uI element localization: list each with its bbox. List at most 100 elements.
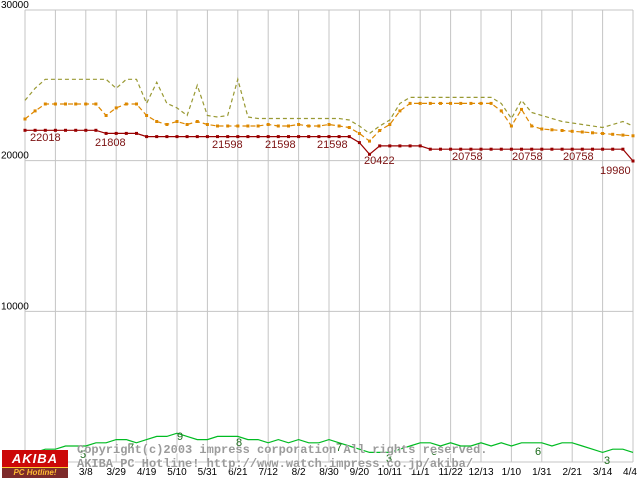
price-label: 20422: [364, 155, 395, 167]
lowest-price-line-marker: [124, 131, 128, 135]
price-label: 19980: [600, 165, 631, 177]
lowest-price-line-marker: [64, 128, 67, 132]
average-price-line-marker: [520, 107, 523, 111]
average-price-line-marker: [64, 102, 67, 106]
price-label: 20758: [563, 151, 594, 163]
average-price-line-marker: [327, 123, 331, 126]
lowest-price-line-marker: [317, 135, 321, 139]
copyright-text: Copyright(c)2003 impress corporation All…: [77, 443, 488, 457]
x-axis-label: 1/10: [502, 467, 522, 478]
lowest-price-line-marker: [479, 147, 483, 151]
x-axis-label: 4/19: [137, 467, 157, 478]
average-price-line-marker: [256, 124, 260, 128]
lowest-price-line-marker: [611, 147, 615, 151]
x-axis-label: 6/21: [228, 467, 248, 478]
average-price-line-marker: [246, 124, 250, 128]
average-price-line-marker: [94, 102, 98, 106]
average-price-line-marker: [165, 123, 169, 126]
average-price-line-marker: [337, 124, 341, 128]
average-price-line-marker: [135, 102, 138, 106]
price-label: 21598: [265, 139, 296, 151]
lowest-price-line-marker: [408, 144, 412, 148]
average-price-line-marker: [479, 101, 483, 105]
average-price-line-marker: [104, 114, 108, 117]
average-price-line-marker: [621, 133, 625, 137]
lowest-price-line-marker: [398, 144, 402, 148]
lowest-price-line-marker: [560, 147, 564, 151]
lowest-price-line-marker: [216, 135, 219, 139]
x-axis-label: 4/4: [623, 467, 637, 478]
average-price-line-marker: [398, 109, 402, 113]
price-label: 21598: [317, 139, 348, 151]
lowest-price-line-marker: [327, 135, 331, 139]
x-axis-label: 8/2: [292, 467, 306, 478]
lowest-price-line-marker: [368, 152, 371, 156]
x-axis-label: 7/12: [258, 467, 278, 478]
lowest-price-line-marker: [175, 135, 179, 139]
average-price-line-marker: [145, 114, 149, 117]
lowest-price-line-marker: [631, 159, 635, 163]
average-price-line-marker: [489, 101, 493, 105]
average-price-line-marker: [195, 120, 199, 123]
average-price-line-marker: [418, 101, 422, 105]
average-price-line-marker: [307, 124, 311, 128]
price-label: 21808: [95, 137, 126, 149]
lowest-price-line-marker: [489, 147, 493, 151]
lowest-price-line-marker: [246, 135, 250, 139]
average-price-line-marker: [347, 126, 351, 129]
x-axis-label: 9/20: [350, 467, 370, 478]
lowest-price-line-marker: [205, 135, 209, 139]
x-axis-label: 5/31: [198, 467, 218, 478]
x-axis-label: 8/30: [319, 467, 339, 478]
lowest-price-line-marker: [94, 128, 98, 132]
lowest-price-line-marker: [347, 135, 351, 139]
average-price-line-marker: [357, 132, 361, 135]
lowest-price-line-marker: [287, 135, 290, 139]
lowest-price-line-marker: [540, 147, 544, 151]
average-price-line-marker: [205, 123, 209, 126]
average-price-line-marker: [378, 129, 382, 132]
x-axis-label: 11/1: [411, 467, 430, 478]
lowest-price-line-marker: [499, 147, 503, 151]
lowest-price-line-marker: [74, 128, 78, 132]
price-label: 20758: [512, 151, 543, 163]
average-price-line-marker: [317, 124, 321, 128]
shop-count-label: 5: [80, 449, 86, 461]
average-price-line-marker: [226, 124, 230, 128]
average-price-line-marker: [499, 109, 503, 113]
average-price-line-marker: [33, 109, 37, 113]
x-axis-label: 12/13: [468, 467, 493, 478]
average-price-line-marker: [540, 127, 544, 131]
akiba-pc-hotline-logo: AKIBA PC Hotline!: [2, 450, 68, 478]
lowest-price-line-marker: [297, 135, 301, 139]
average-price-line-marker: [428, 101, 432, 105]
x-axis-label: 5/10: [167, 467, 187, 478]
lowest-price-line-marker: [256, 135, 260, 139]
x-axis-label: 3/29: [106, 467, 126, 478]
x-axis-label: 10/11: [378, 467, 403, 478]
shop-count-label: 3: [604, 455, 610, 467]
average-price-line-marker: [509, 124, 513, 128]
average-price-line-marker: [560, 129, 564, 132]
average-price-line-marker: [236, 124, 240, 128]
y-axis-label: 30000: [1, 0, 29, 11]
lowest-price-line-marker: [104, 131, 108, 135]
lowest-price-line-marker: [570, 147, 574, 151]
lowest-price-line-marker: [114, 131, 118, 135]
logo-akiba-label: AKIBA: [2, 450, 68, 468]
lowest-price-line-marker: [276, 135, 280, 139]
lowest-price-line-marker: [135, 131, 138, 135]
lowest-price-line-marker: [337, 135, 341, 139]
lowest-price-line-marker: [530, 147, 534, 151]
price-label: 20758: [452, 151, 483, 163]
average-price-line-marker: [23, 117, 27, 121]
average-price-line-marker: [124, 102, 128, 106]
x-axis-label: 1/31: [532, 467, 552, 478]
average-price-line-marker: [53, 102, 57, 106]
average-price-line-marker: [74, 102, 78, 106]
average-price-line-marker: [216, 124, 219, 128]
x-axis-label: 2/21: [562, 467, 582, 478]
average-price-line-marker: [611, 132, 615, 136]
lowest-price-line-marker: [418, 144, 422, 148]
